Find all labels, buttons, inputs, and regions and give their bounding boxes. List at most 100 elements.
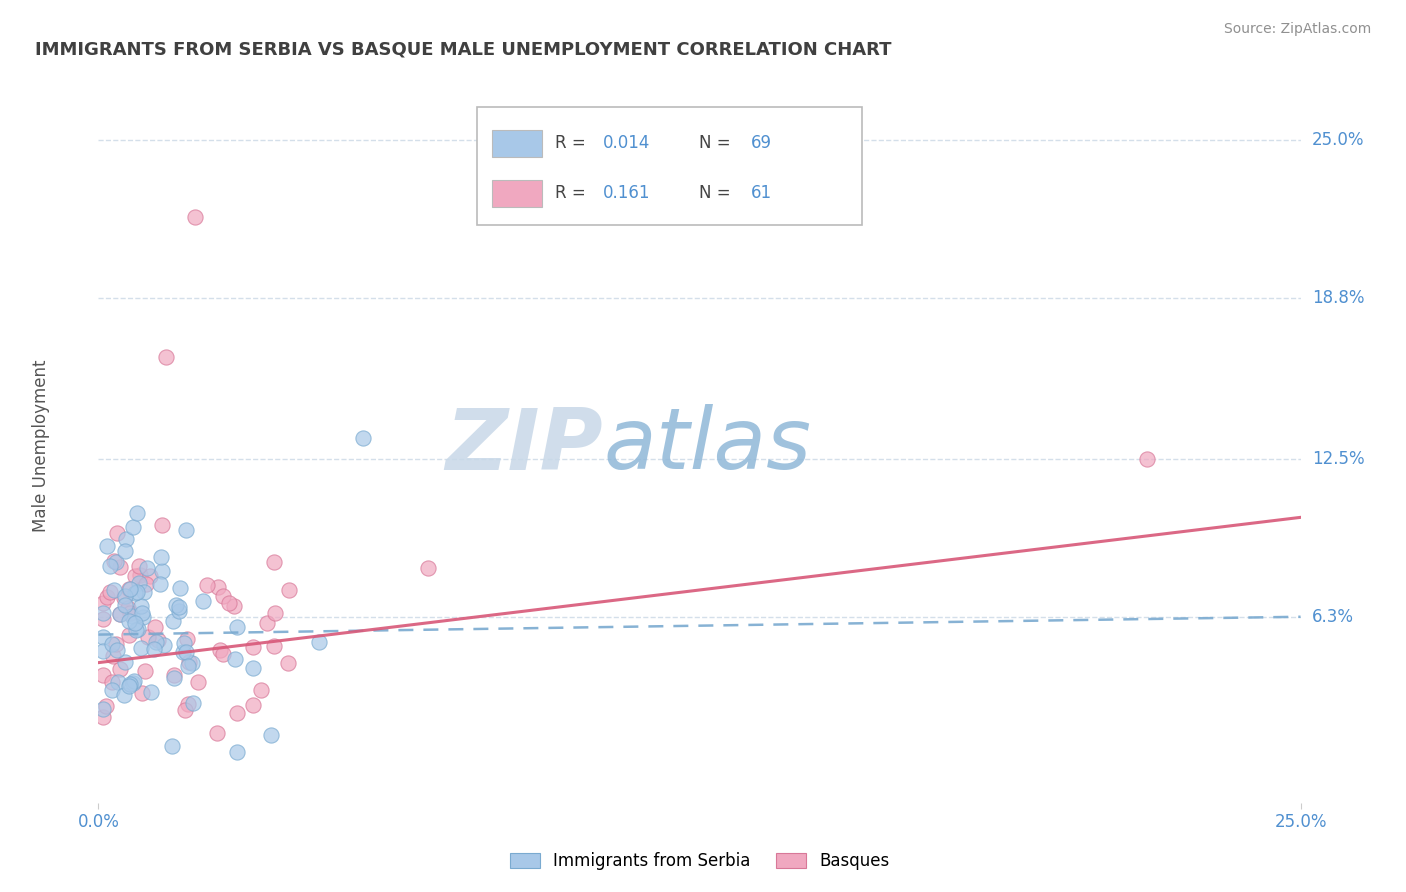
Point <box>103 554 125 568</box>
Point <box>260 728 283 742</box>
Text: Source: ZipAtlas.com: Source: ZipAtlas.com <box>1223 22 1371 37</box>
Point <box>122 519 145 533</box>
Text: atlas: atlas <box>603 404 811 488</box>
Point <box>352 431 374 445</box>
Point <box>91 668 114 682</box>
Point <box>117 627 139 641</box>
Point <box>128 558 150 573</box>
Point <box>169 582 191 596</box>
Point <box>129 599 152 614</box>
Point <box>308 635 330 649</box>
Point <box>100 636 122 650</box>
Point <box>125 624 148 638</box>
Point <box>103 582 125 597</box>
Text: 12.5%: 12.5% <box>1312 450 1364 467</box>
Point <box>226 620 249 634</box>
Point <box>226 706 249 721</box>
Text: ZIP: ZIP <box>446 404 603 488</box>
Point <box>114 589 136 603</box>
Point <box>91 702 114 716</box>
Point <box>224 651 246 665</box>
Text: Male Unemployment: Male Unemployment <box>32 359 49 533</box>
Point <box>225 745 247 759</box>
Point <box>148 633 170 648</box>
Point <box>183 210 205 224</box>
Point <box>134 665 156 679</box>
Text: N =: N = <box>699 185 737 202</box>
Point <box>91 607 114 621</box>
Text: 69: 69 <box>751 135 772 153</box>
Point <box>212 589 235 603</box>
Text: IMMIGRANTS FROM SERBIA VS BASQUE MALE UNEMPLOYMENT CORRELATION CHART: IMMIGRANTS FROM SERBIA VS BASQUE MALE UN… <box>35 40 891 58</box>
Point <box>218 596 240 610</box>
Point <box>160 739 183 754</box>
Point <box>117 600 139 615</box>
Point <box>135 577 157 591</box>
Point <box>98 585 121 599</box>
Point <box>167 604 190 618</box>
Point <box>110 662 132 676</box>
Point <box>222 599 245 614</box>
Point <box>131 686 153 700</box>
Point <box>242 698 264 712</box>
Point <box>105 526 128 541</box>
Point <box>120 606 142 620</box>
Text: N =: N = <box>699 135 737 153</box>
Point <box>172 645 194 659</box>
Point <box>94 699 117 714</box>
Point <box>108 560 131 574</box>
Point <box>174 645 197 659</box>
Point <box>105 637 128 651</box>
Point <box>209 642 232 657</box>
Point <box>165 598 187 612</box>
Point <box>131 606 153 620</box>
Point <box>134 585 156 599</box>
Point <box>145 635 167 649</box>
Point <box>177 655 200 669</box>
Point <box>114 655 136 669</box>
Point <box>150 564 173 578</box>
Point <box>181 696 204 710</box>
Point <box>162 614 184 628</box>
Point <box>101 649 124 664</box>
Text: 61: 61 <box>751 185 772 202</box>
Point <box>205 726 228 740</box>
Point <box>96 539 118 553</box>
Point <box>174 524 197 538</box>
Point <box>108 607 131 622</box>
Point <box>120 582 142 596</box>
Point <box>118 582 141 596</box>
Point <box>91 596 114 610</box>
Point <box>187 674 209 689</box>
Point <box>418 561 440 575</box>
FancyBboxPatch shape <box>492 130 541 157</box>
Point <box>98 558 121 573</box>
Point <box>128 576 150 591</box>
Point <box>177 658 200 673</box>
Point <box>125 506 148 520</box>
Text: 0.014: 0.014 <box>603 135 651 153</box>
Point <box>277 583 299 598</box>
Point <box>153 638 176 652</box>
Text: 0.161: 0.161 <box>603 185 651 202</box>
Point <box>91 631 114 645</box>
Point <box>150 518 173 533</box>
Point <box>263 606 285 620</box>
Legend: Immigrants from Serbia, Basques: Immigrants from Serbia, Basques <box>503 846 896 877</box>
Point <box>129 641 152 656</box>
Point <box>193 594 215 608</box>
Point <box>118 614 141 628</box>
Point <box>242 640 264 655</box>
Point <box>101 675 124 690</box>
Text: R =: R = <box>555 135 592 153</box>
Point <box>141 685 163 699</box>
Point <box>136 560 159 574</box>
Text: R =: R = <box>555 185 592 202</box>
Point <box>263 555 285 569</box>
Point <box>107 675 129 690</box>
Point <box>149 577 172 591</box>
Point <box>167 599 190 614</box>
Point <box>277 656 299 670</box>
Point <box>162 668 184 682</box>
Point <box>118 680 141 694</box>
